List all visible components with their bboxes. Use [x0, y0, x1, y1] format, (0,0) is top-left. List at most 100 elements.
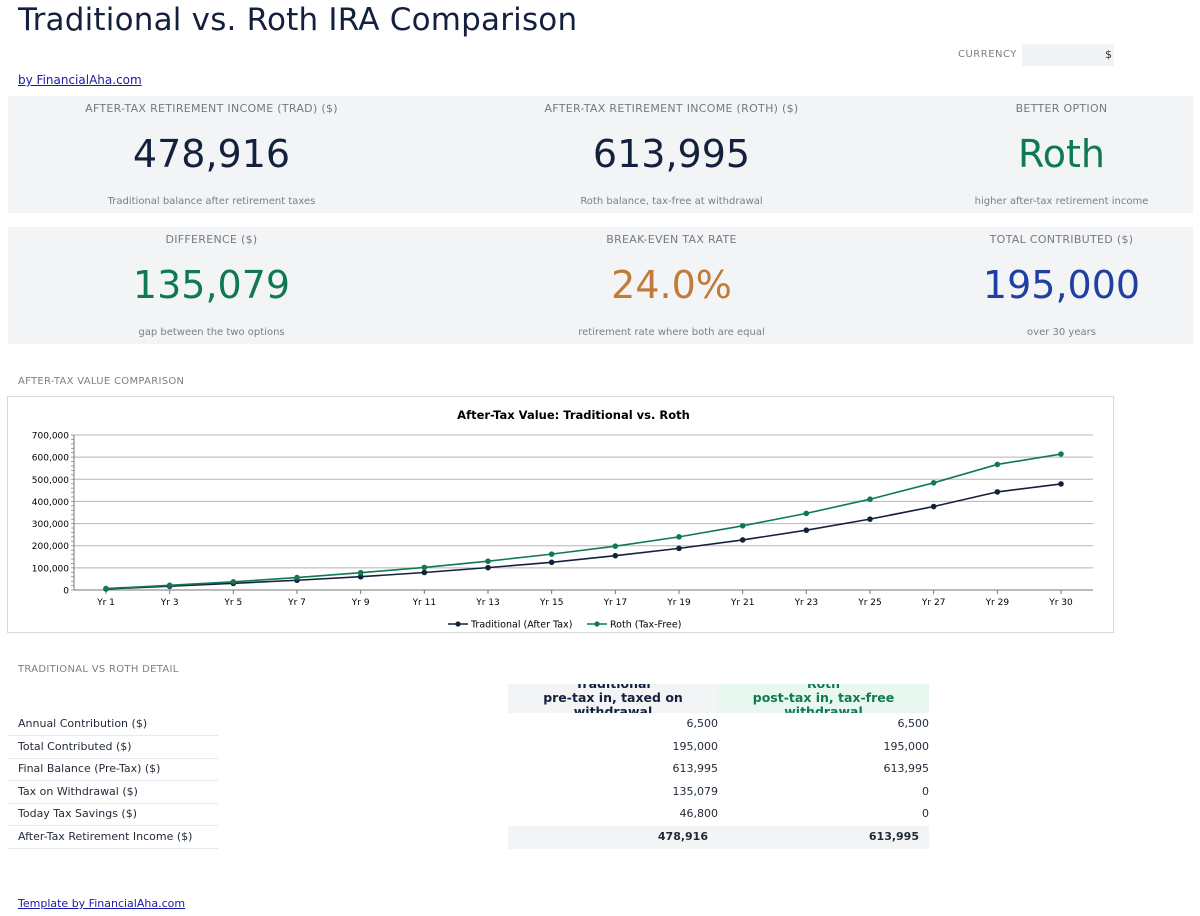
row-divider: [8, 802, 218, 804]
kpi-better-option: BETTER OPTION Roth higher after-tax reti…: [928, 96, 1195, 213]
data-point: [166, 582, 173, 589]
roth-value: 195,000: [883, 739, 930, 753]
roth-value: 6,500: [897, 717, 930, 730]
data-point: [930, 503, 937, 510]
legend-label: Traditional (After Tax): [470, 620, 572, 631]
page-title: Traditional vs. Roth IRA Comparison: [18, 2, 578, 38]
kpi-difference: DIFFERENCE ($) 135,079 gap between the t…: [8, 227, 415, 344]
col-header-line: withdrawal: [784, 704, 863, 714]
row-divider: [8, 780, 218, 782]
kpi-subtext: higher after-tax retirement income: [974, 196, 1149, 207]
row-label: Tax on Withdrawal ($): [18, 784, 138, 798]
chart-section-label: AFTER-TAX VALUE COMPARISON: [18, 376, 185, 387]
y-tick-label: 700,000: [32, 432, 69, 442]
x-tick-label: Yr 7: [287, 598, 306, 608]
data-point: [485, 558, 491, 565]
kpi-label: DIFFERENCE ($): [165, 233, 258, 246]
kpi-subtext: over 30 years: [1027, 327, 1096, 338]
x-tick-label: Yr 17: [603, 598, 628, 608]
x-tick-label: Yr 23: [794, 598, 819, 608]
data-point: [994, 489, 1001, 495]
y-tick-label: 500,000: [32, 476, 69, 486]
row-label: Total Contributed ($): [18, 739, 132, 753]
x-tick-label: Yr 19: [666, 598, 691, 608]
traditional-value: 46,800: [679, 807, 719, 821]
kpi-label: BREAK-EVEN TAX RATE: [606, 233, 737, 246]
data-point: [421, 564, 428, 571]
y-tick-label: 600,000: [32, 454, 69, 464]
kpi-row-1: AFTER-TAX RETIREMENT INCOME (TRAD) ($) 4…: [8, 96, 1193, 213]
col-header-line: post-tax in, tax-free: [752, 690, 895, 705]
series-line-traditional: [105, 483, 1062, 590]
col-header-traditional-text: Traditionalpre-tax in, taxed onwithdrawa…: [508, 684, 718, 713]
row-label: Annual Contribution ($): [18, 717, 148, 730]
data-point: [803, 510, 810, 517]
series-line-roth: [105, 453, 1062, 590]
roth-value: 613,995: [883, 762, 930, 776]
data-point: [612, 552, 619, 559]
data-point: [357, 569, 364, 576]
row-divider: [8, 825, 218, 827]
table-row: Tax on Withdrawal ($) 135,079 0: [8, 781, 1108, 804]
data-point: [103, 585, 109, 592]
row-label: Today Tax Savings ($): [18, 807, 138, 821]
x-tick-label: Yr 1: [96, 598, 115, 608]
kpi-label: AFTER-TAX RETIREMENT INCOME (TRAD) ($): [85, 102, 338, 115]
legend-swatch-marker: [455, 621, 461, 627]
legend-swatch-marker: [594, 621, 600, 627]
data-point: [994, 461, 1001, 468]
data-point: [421, 569, 428, 576]
table-row: Total Contributed ($) 195,000 195,000: [8, 736, 1108, 759]
kpi-subtext: retirement rate where both are equal: [578, 327, 765, 338]
x-tick-label: Yr 9: [351, 598, 370, 608]
kpi-subtext: Roth balance, tax-free at withdrawal: [580, 196, 763, 207]
kpi-subtext: Traditional balance after retirement tax…: [107, 196, 316, 207]
x-tick-label: Yr 30: [1048, 598, 1073, 608]
byline-link[interactable]: by FinancialAha.com: [18, 73, 142, 87]
data-point: [803, 527, 810, 534]
roth-value: 0: [922, 784, 929, 798]
col-header-line: Traditional: [508, 684, 718, 691]
traditional-value: 613,995: [672, 762, 719, 776]
x-tick-label: Yr 11: [412, 598, 437, 608]
data-point: [357, 573, 364, 580]
row-label: After-Tax Retirement Income ($): [18, 830, 193, 843]
data-point: [548, 551, 555, 557]
row-divider: [8, 848, 218, 849]
table-row: Final Balance (Pre-Tax) ($) 613,995 613,99…: [8, 758, 1108, 782]
kpi-value: 195,000: [982, 263, 1141, 307]
traditional-value: 135,079: [672, 784, 719, 798]
legend-label: Roth (Tax-Free): [610, 620, 681, 631]
data-point: [867, 496, 873, 503]
col-header-line: withdrawal: [573, 704, 653, 714]
footer-link[interactable]: Template by FinancialAha.com: [18, 897, 186, 910]
traditional-value: 195,000: [672, 739, 719, 753]
kpi-value: 478,916: [132, 132, 291, 176]
x-tick-label: Yr 27: [921, 598, 946, 608]
kpi-breakeven-rate: BREAK-EVEN TAX RATE 24.0% retirement rat…: [468, 227, 875, 344]
data-point: [739, 537, 746, 543]
data-point: [676, 545, 682, 552]
kpi-value: 135,079: [132, 263, 291, 307]
data-point: [867, 516, 873, 522]
kpi-label: BETTER OPTION: [1015, 102, 1108, 115]
row-divider: [8, 757, 218, 759]
kpi-roth-income: AFTER-TAX RETIREMENT INCOME (ROTH) ($) 6…: [468, 96, 875, 213]
data-point: [548, 559, 555, 566]
table-row: Annual Contribution ($) 6,500 6,500: [8, 713, 1108, 736]
chart-title: After-Tax Value: Traditional vs. Roth: [457, 408, 690, 422]
total-row-background: [508, 826, 929, 849]
data-point: [1058, 481, 1064, 487]
kpi-value: 613,995: [592, 132, 751, 176]
data-point: [612, 543, 619, 549]
roth-value: 613,995: [868, 830, 919, 843]
row-label: Final Balance (Pre-Tax) ($): [18, 762, 161, 776]
currency-label: CURRENCY: [958, 49, 1017, 60]
y-tick-label: 200,000: [32, 542, 69, 552]
currency-input[interactable]: $: [1022, 44, 1114, 66]
kpi-total-contributed: TOTAL CONTRIBUTED ($) 195,000 over 30 ye…: [928, 227, 1195, 344]
row-divider: [8, 735, 218, 736]
traditional-value: 478,916: [657, 830, 708, 843]
roth-value: 0: [922, 807, 929, 821]
